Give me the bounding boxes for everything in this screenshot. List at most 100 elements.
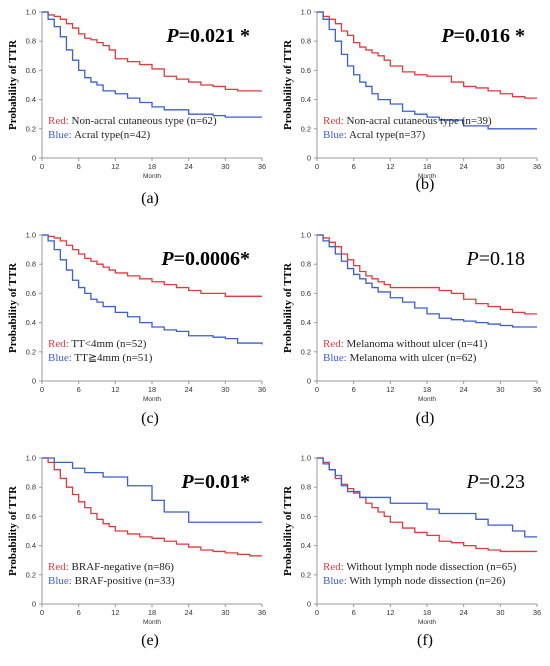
legend-entry-red: Red: BRAF-negative (n=86) [48, 561, 174, 573]
y-tick-label: 0.6 [26, 66, 36, 75]
y-tick-label: 0.4 [26, 318, 36, 327]
km-plot-f: 0 0.2 0.4 0.6 0.8 1.0 0 6 12 18 24 30 36 Month Probabi… [282, 454, 541, 627]
y-tick-label: 0.4 [301, 318, 311, 327]
y-tick-label: 0 [32, 377, 36, 386]
legend-entry-red: Red: Melanoma without ulcer (n=41) [323, 338, 488, 350]
x-tick-label: 18 [148, 385, 156, 394]
legend-key: Blue: [323, 129, 347, 141]
y-axis-label: Probability of TTR [7, 262, 19, 353]
chart-panel-a: 0 0.2 0.4 0.6 0.8 1.0 0 6 12 18 24 30 36 Month Probabi… [0, 4, 272, 181]
y-tick-label: 0.6 [301, 66, 311, 75]
legend-key: Blue: [323, 575, 347, 587]
legend-key: Blue: [48, 575, 72, 587]
y-tick-label: 0.8 [301, 37, 311, 46]
survival-curve-red [42, 457, 262, 557]
x-tick-label: 18 [423, 608, 431, 617]
x-tick-label: 30 [496, 608, 504, 617]
legend-text: Without lymph node dissection (n=65) [344, 561, 517, 573]
survival-curve-blue [42, 457, 262, 523]
survival-curve-red [317, 234, 537, 315]
x-tick-label: 18 [148, 162, 156, 171]
legend-text: Acral type(n=37) [347, 129, 426, 141]
legend-entry-blue: Blue: Acral type(n=42) [48, 129, 150, 141]
legend-text: BRAF-positive (n=33) [72, 575, 175, 587]
x-tick-label: 0 [40, 385, 44, 394]
x-tick-label: 24 [184, 162, 192, 171]
x-tick-label: 0 [315, 162, 319, 171]
y-tick-label: 0.8 [26, 483, 36, 492]
legend-key: Blue: [48, 352, 72, 364]
x-tick-label: 36 [258, 385, 266, 394]
x-tick-label: 30 [496, 162, 504, 171]
legend-entry-blue: Blue: BRAF-positive (n=33) [48, 575, 175, 587]
x-tick-label: 12 [111, 608, 119, 617]
y-axis-label: Probability of TTR [7, 485, 19, 576]
y-tick-label: 0.8 [26, 37, 36, 46]
y-tick-label: 1.0 [301, 8, 311, 17]
y-tick-label: 0 [32, 154, 36, 163]
x-tick-label: 12 [386, 385, 394, 394]
legend-entry-red: Red: Non-acral cutaneous type (n=39) [323, 115, 492, 127]
p-value-number: =0.18 [479, 248, 525, 270]
legend-text: Non-acral cutaneous type (n=62) [69, 115, 217, 127]
legend-text: BRAF-negative (n=86) [69, 561, 175, 573]
p-value-number: =0.016 [454, 25, 510, 47]
legend-key: Blue: [323, 352, 347, 364]
km-plot-b: 0 0.2 0.4 0.6 0.8 1.0 0 6 12 18 24 30 36 Month Probabi… [282, 8, 541, 181]
y-tick-label: 1.0 [26, 8, 36, 17]
p-value-label: P=0.0006* [160, 248, 250, 270]
y-tick-label: 0 [307, 154, 311, 163]
x-tick-label: 24 [459, 162, 467, 171]
legend-key: Blue: [48, 129, 72, 141]
panel-label-c: (c) [141, 410, 159, 427]
x-tick-label: 6 [77, 162, 81, 171]
x-tick-label: 24 [184, 385, 192, 394]
y-tick-label: 1.0 [26, 454, 36, 463]
p-value-label: P=0.18 [466, 248, 526, 270]
p-value-prefix: P [466, 248, 479, 270]
y-tick-label: 0.8 [26, 260, 36, 269]
y-tick-label: 0.4 [301, 541, 311, 550]
y-tick-label: 1.0 [301, 454, 311, 463]
x-tick-label: 18 [148, 608, 156, 617]
legend-text: TT<4mm (n=52) [69, 338, 147, 350]
y-tick-label: 0.2 [301, 124, 311, 133]
x-tick-label: 0 [315, 608, 319, 617]
survival-curve-blue [42, 11, 262, 118]
x-tick-label: 0 [40, 162, 44, 171]
legend-entry-red: Red: Without lymph node dissection (n=65… [323, 561, 517, 573]
y-tick-label: 1.0 [26, 231, 36, 240]
y-axis-label: Probability of TTR [7, 39, 19, 130]
km-plot-d: 0 0.2 0.4 0.6 0.8 1.0 0 6 12 18 24 30 36 Month Probabi… [282, 231, 541, 404]
y-tick-label: 0.2 [26, 124, 36, 133]
y-axis-label: Probability of TTR [282, 262, 294, 353]
legend-key: Red: [323, 561, 344, 573]
y-tick-label: 0.6 [26, 512, 36, 521]
p-value-prefix: P [440, 25, 454, 47]
x-tick-label: 36 [258, 608, 266, 617]
p-value-number: =0.021 [179, 25, 235, 47]
x-tick-label: 36 [533, 162, 541, 171]
survival-curve-red [42, 234, 262, 297]
x-tick-label: 36 [533, 385, 541, 394]
legend-entry-blue: Blue: TT≧4mm (n=51) [48, 352, 153, 364]
p-value-label: P=0.016 * [440, 25, 525, 47]
legend-text: Acral type(n=42) [72, 129, 151, 141]
p-value-label: P=0.021 * [165, 25, 250, 47]
y-tick-label: 0.8 [301, 483, 311, 492]
legend-entry-red: Red: TT<4mm (n=52) [48, 338, 147, 350]
legend-text: Melanoma with ulcer (n=62) [347, 352, 477, 364]
x-tick-label: 6 [77, 385, 81, 394]
survival-curve-red [42, 11, 262, 92]
legend-key: Red: [48, 338, 69, 350]
km-plot-c: 0 0.2 0.4 0.6 0.8 1.0 0 6 12 18 24 30 36 Month Probabi… [7, 231, 266, 404]
panel-label-e: (e) [141, 632, 159, 649]
y-tick-label: 0.2 [26, 347, 36, 356]
significance-star: * [240, 248, 250, 270]
y-tick-label: 0.2 [301, 347, 311, 356]
survival-curve-red [317, 11, 537, 99]
p-value-label: P=0.01* [180, 471, 250, 493]
y-tick-label: 0.4 [26, 541, 36, 550]
survival-curve-blue [317, 457, 537, 538]
x-axis-label: Month [418, 173, 436, 180]
